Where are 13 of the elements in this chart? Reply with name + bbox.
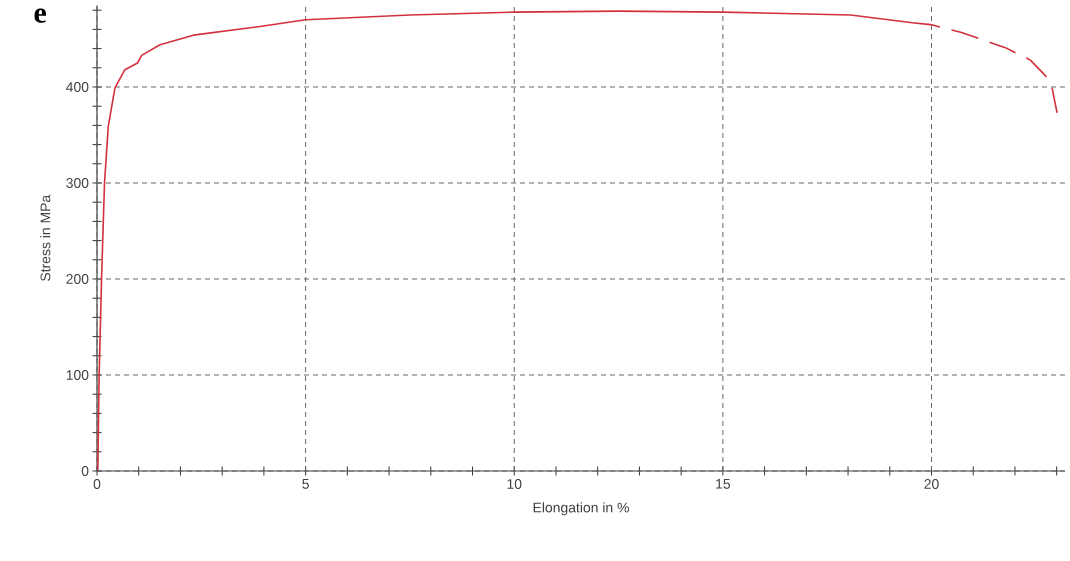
x-tick-label: 5 bbox=[302, 479, 309, 489]
y-tick-label: 300 bbox=[66, 178, 89, 188]
x-tick-label: 20 bbox=[924, 479, 939, 489]
x-tick-label: 10 bbox=[507, 479, 522, 489]
text: e bbox=[34, 8, 47, 23]
y-axis-title: Stress in MPa bbox=[40, 194, 51, 281]
x-axis-title: Elongation in % bbox=[533, 502, 629, 516]
y-tick-label: 200 bbox=[66, 274, 89, 284]
y-tick-label: 400 bbox=[66, 82, 89, 92]
x-tick-label: 0 bbox=[93, 479, 101, 489]
y-tick-label: 100 bbox=[66, 370, 89, 380]
x-tick-label: 15 bbox=[716, 479, 731, 489]
y-tick-label: 0 bbox=[81, 466, 89, 476]
